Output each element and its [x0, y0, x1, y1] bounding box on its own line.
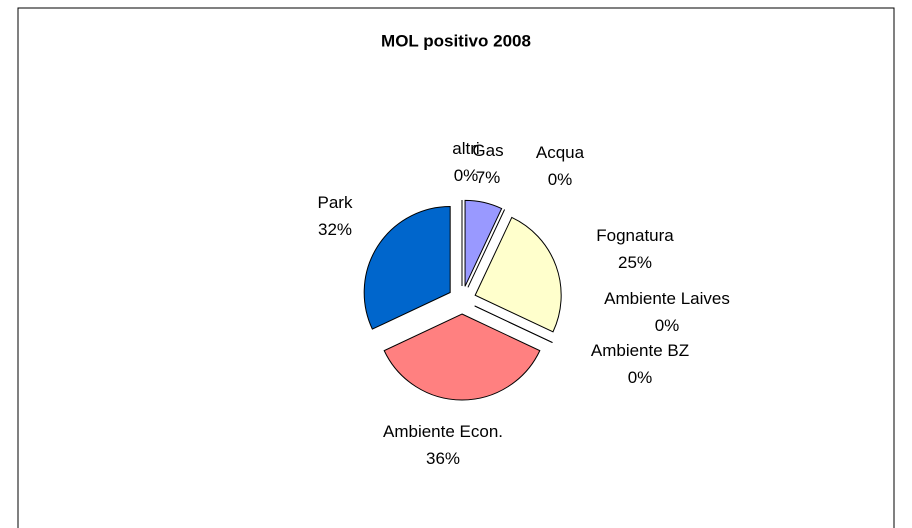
- chart-title: MOL positivo 2008: [381, 31, 531, 50]
- slice-percent: 0%: [454, 166, 479, 185]
- slice-label: Ambiente Laives 0%: [604, 289, 730, 335]
- slice-name: Park: [318, 193, 353, 212]
- slice-percent: 36%: [426, 449, 460, 468]
- slice-name: Gas: [472, 141, 503, 160]
- slice-percent: 7%: [476, 168, 501, 187]
- slice-name: Acqua: [536, 143, 585, 162]
- slice-name: Fognatura: [596, 226, 674, 245]
- slice-label: Acqua 0%: [536, 143, 585, 189]
- slice-label: altri 0%: [452, 139, 479, 185]
- slice-label: Ambiente Econ. 36%: [383, 422, 503, 468]
- slice-label: Ambiente BZ 0%: [591, 341, 689, 387]
- slice-percent: 0%: [548, 170, 573, 189]
- slice-percent: 0%: [628, 368, 653, 387]
- pie-slice: [383, 313, 541, 401]
- pie-slice: [464, 199, 503, 287]
- slice-percent: 32%: [318, 220, 352, 239]
- slice-label: Park 32%: [318, 193, 353, 239]
- slice-name: altri: [452, 139, 479, 158]
- slice-label: Gas 7%: [472, 141, 503, 187]
- slice-label: Fognatura 25%: [596, 226, 674, 272]
- slice-name: Ambiente BZ: [591, 341, 689, 360]
- slice-percent: 0%: [655, 316, 680, 335]
- slice-name: Ambiente Econ.: [383, 422, 503, 441]
- chart-frame: [17, 7, 895, 528]
- slice-name: Ambiente Laives: [604, 289, 730, 308]
- pie-slice: [474, 216, 562, 333]
- slice-percent: 25%: [618, 253, 652, 272]
- pie-slice: [363, 205, 451, 330]
